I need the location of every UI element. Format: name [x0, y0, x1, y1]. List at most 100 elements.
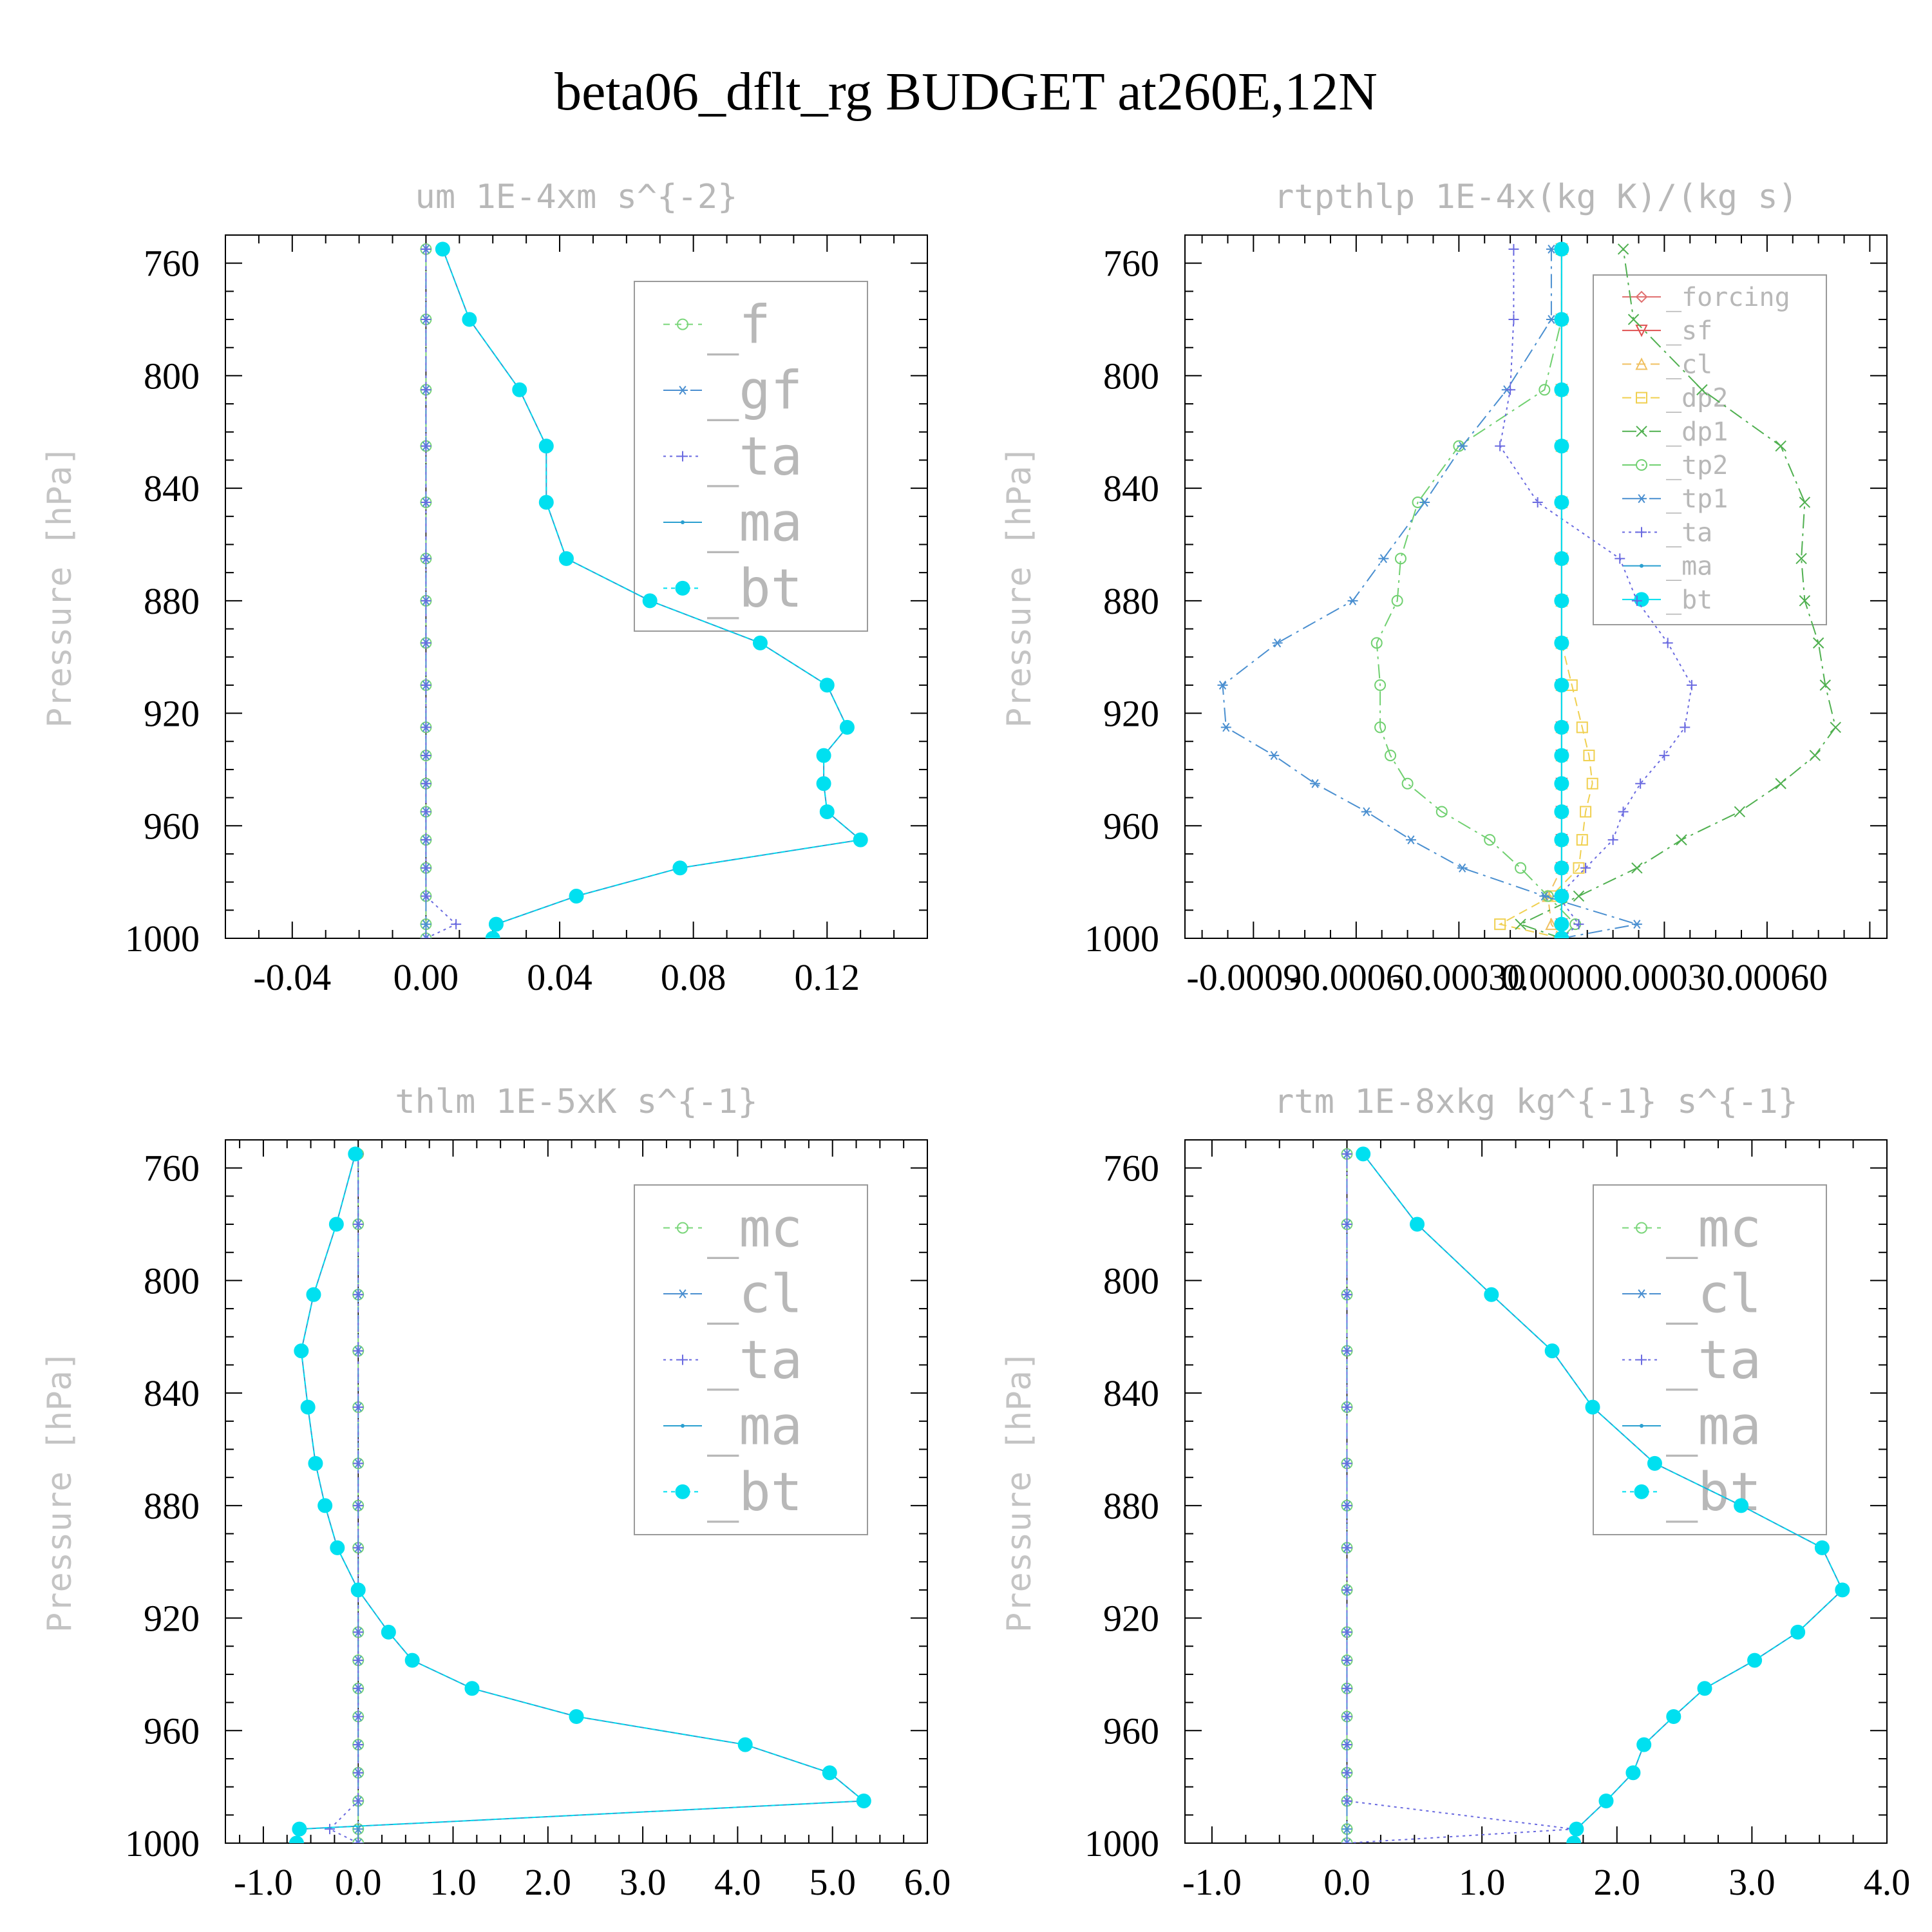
panel-2: rtpthlp 1E-4x(kg K)/(kg s) Pressure [hPa]… [1000, 178, 1888, 998]
data-point [1341, 1767, 1352, 1778]
data-point [1554, 776, 1569, 791]
x-tick-label: -0.00090 [1186, 956, 1320, 998]
data-point [485, 931, 500, 938]
data-point [1374, 721, 1387, 734]
data-point [839, 719, 855, 735]
legend: _mc_cl_ta_ma_bt [634, 1184, 868, 1535]
y-tick-label: 760 [1103, 1148, 1159, 1189]
series-line-dp1 [1519, 249, 1837, 938]
legend-marker [1636, 426, 1647, 437]
data-point [1341, 1683, 1352, 1694]
y-axis-label: Pressure [hPa] [1000, 446, 1039, 728]
panel-title: thlm 1E-5xK s^{-1} [395, 1083, 758, 1121]
y-tick-label: 800 [144, 355, 200, 397]
data-point [1505, 384, 1516, 395]
data-point [1554, 719, 1569, 735]
legend: _mc_cl_ta_ma_bt [1593, 1184, 1827, 1535]
data-point [1539, 384, 1551, 396]
y-tick-label: 880 [144, 580, 200, 622]
data-point [421, 440, 431, 451]
data-point [292, 1821, 307, 1837]
data-point [1676, 834, 1687, 846]
data-point [1341, 1584, 1352, 1595]
legend-marker [1640, 1423, 1643, 1428]
data-point [816, 748, 831, 763]
legend-label: _dp1 [1666, 417, 1728, 447]
legend: _forcing _sf _cl _dp2 _dp1 _tp2 _tp1 _ta _ma_bt [1593, 274, 1827, 625]
data-point [1341, 1655, 1352, 1666]
legend-label: _mc [707, 1198, 802, 1259]
y-tick-label: 960 [1103, 805, 1159, 847]
data-point [1775, 778, 1786, 790]
data-point [1554, 931, 1569, 938]
data-point [421, 595, 431, 606]
data-point [1747, 1653, 1763, 1668]
data-point [1341, 1500, 1352, 1511]
y-tick-label: 840 [144, 1372, 200, 1414]
data-point [1515, 918, 1526, 930]
data-point [1554, 804, 1569, 819]
data-point [462, 312, 477, 327]
legend-marker [681, 520, 685, 524]
data-point [353, 1739, 364, 1750]
y-tick-label: 960 [144, 805, 200, 847]
data-point [1812, 637, 1824, 649]
data-point [1554, 832, 1569, 848]
data-point [353, 1542, 364, 1553]
data-point [558, 551, 574, 566]
series-line-ta [328, 1153, 359, 1843]
x-tick-label: -0.00030 [1392, 956, 1526, 998]
data-point [1391, 594, 1403, 607]
x-tick-label: 0.08 [661, 956, 726, 998]
data-point [1607, 835, 1618, 846]
panel-title: rtpthlp 1E-4x(kg K)/(kg s) [1274, 178, 1798, 216]
legend-label: _cl [1666, 1264, 1761, 1325]
data-point [353, 1838, 364, 1843]
data-point [1378, 554, 1389, 564]
x-tick-label: 2.0 [1594, 1861, 1641, 1903]
y-tick-label: 920 [1103, 693, 1159, 735]
data-point [353, 1795, 364, 1806]
data-point [353, 1219, 364, 1230]
legend-label: _mc [1666, 1198, 1761, 1259]
data-point [1686, 679, 1697, 690]
y-tick-label: 880 [144, 1485, 200, 1527]
data-point [1554, 312, 1569, 327]
data-point [1361, 807, 1372, 817]
data-point [1696, 384, 1708, 395]
x-tick-label: -0.00060 [1289, 956, 1423, 998]
data-point [421, 553, 431, 564]
x-tick-label: 0.0 [335, 1861, 382, 1903]
data-point [1647, 1455, 1662, 1471]
legend-label: _bt [707, 1462, 802, 1523]
x-tick-label: 3.0 [620, 1861, 667, 1903]
x-tick-label: 0.00030 [1604, 956, 1725, 998]
legend-marker [1634, 1484, 1649, 1499]
data-point [421, 638, 431, 649]
data-point [451, 919, 462, 930]
x-tick-label: 1.0 [1459, 1861, 1506, 1903]
data-point [1554, 551, 1569, 566]
data-point [1401, 777, 1414, 790]
data-point [1799, 497, 1811, 508]
series-group [289, 1146, 871, 1843]
data-point [1341, 1627, 1352, 1638]
data-point [1576, 721, 1588, 734]
data-point [1269, 751, 1280, 761]
data-point [856, 1793, 871, 1808]
data-point [1341, 1795, 1352, 1806]
data-point [421, 891, 431, 902]
legend-marker [1635, 325, 1648, 337]
data-point [1554, 382, 1569, 397]
data-point [421, 679, 431, 690]
data-point [1631, 920, 1642, 929]
data-point [1554, 242, 1569, 257]
data-point [1508, 243, 1519, 254]
data-point [294, 1343, 309, 1359]
data-point [353, 1289, 364, 1300]
data-point [421, 806, 431, 817]
data-point [1457, 863, 1468, 873]
data-point [330, 1540, 345, 1555]
legend-marker [1636, 494, 1647, 504]
data-point [1814, 1540, 1830, 1555]
